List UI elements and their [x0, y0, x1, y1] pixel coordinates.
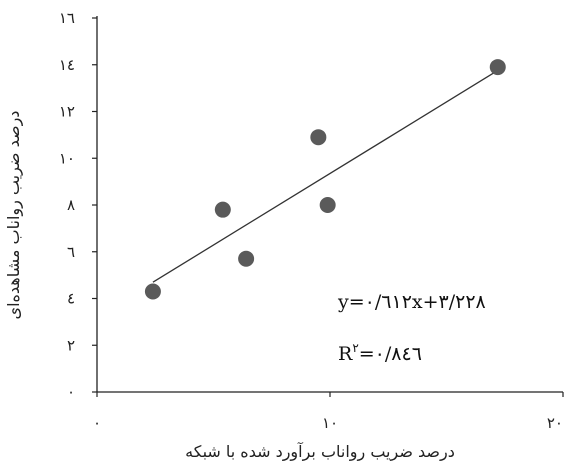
r-squared-value: =۰/۸٤٦ — [359, 343, 422, 365]
r-squared-label: R۲=۰/۸٤٦ — [338, 341, 422, 365]
data-point — [144, 283, 161, 300]
y-tick-label: ٦ — [67, 243, 75, 261]
data-points — [144, 59, 506, 300]
x-tick-label: ۱۰ — [322, 414, 338, 432]
r-squared-sup: ۲ — [352, 341, 358, 355]
x-tick-label: ۲۰ — [547, 414, 563, 432]
y-axis: ۰ ۲ ٤ ٦ ۸ ۱۰ ۱۲ ۱٤ ۱٦ — [59, 9, 98, 401]
r-squared-r: R — [338, 343, 353, 365]
data-point — [489, 59, 506, 76]
x-tick-label: ۰ — [93, 414, 101, 432]
x-axis-title: درصد ضریب رواناب برآورد شده با شبکه — [185, 442, 455, 462]
y-tick-label: ۱٤ — [59, 56, 75, 74]
data-point — [214, 201, 231, 218]
x-axis: ۰ ۱۰ ۲۰ — [93, 391, 564, 432]
y-tick-label: ۱٦ — [59, 9, 75, 27]
y-tick-label: ۱۲ — [59, 103, 75, 121]
data-point — [238, 250, 255, 267]
y-tick-label: ٤ — [67, 290, 75, 308]
y-tick-label: ۱۰ — [59, 149, 75, 167]
y-tick-label: ۲ — [67, 336, 75, 354]
y-axis-title: درصد ضریب رواناب مشاهده‌ای — [4, 111, 24, 320]
y-tick-label: ۸ — [67, 196, 75, 214]
plot-area — [152, 69, 499, 283]
equation-label: y=۰/٦۱۲x+۳/۲۲۸ — [337, 291, 486, 313]
data-point — [310, 129, 327, 146]
y-tick-label: ۰ — [67, 383, 75, 401]
data-point — [319, 197, 336, 213]
trendline — [152, 69, 499, 283]
